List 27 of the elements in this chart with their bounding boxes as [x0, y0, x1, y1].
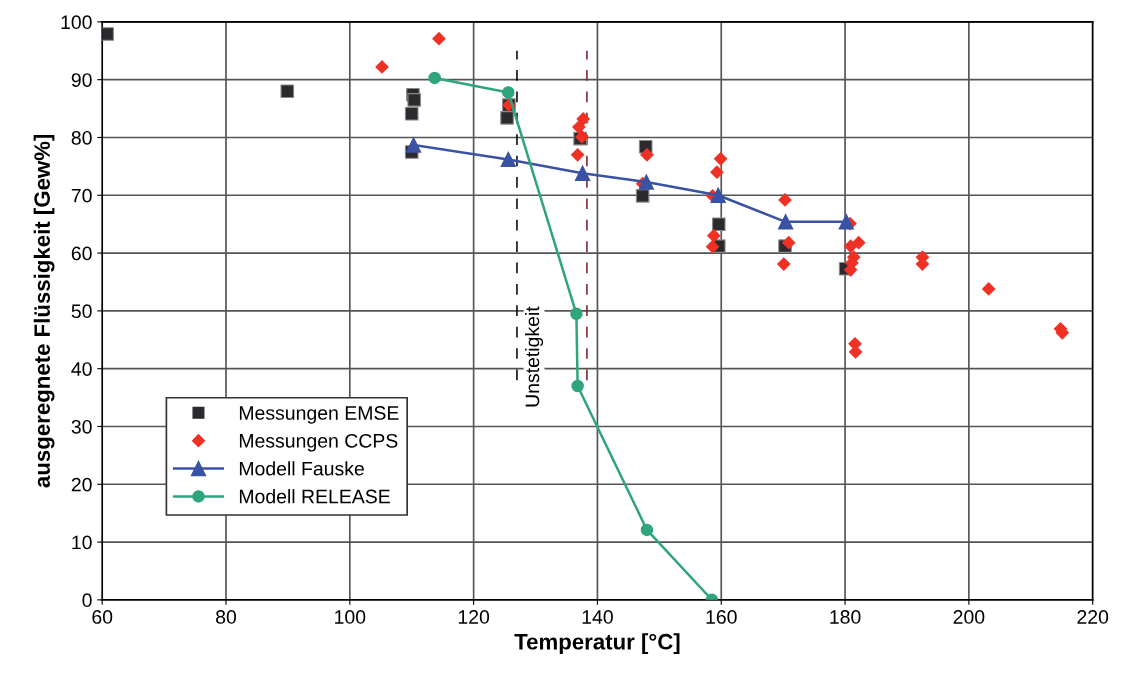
y-tick-label: 0 — [82, 593, 92, 608]
y-tick-label: 60 — [71, 246, 92, 261]
y-tick-label: 90 — [71, 73, 92, 87]
y-tick-label: 40 — [71, 362, 92, 376]
y-tick-label: 80 — [71, 130, 92, 145]
x-tick-label: 60 — [92, 610, 113, 624]
y-tick-label: 100 — [61, 15, 92, 30]
y-tick-label: 30 — [71, 419, 92, 434]
y-tick-label: 10 — [72, 535, 92, 550]
x-tick-label: 100 — [335, 610, 366, 624]
x-tick-label: 200 — [953, 610, 985, 624]
x-tick-label: 180 — [830, 610, 861, 624]
x-tick-label: 120 — [458, 610, 490, 624]
x-tick-label: 160 — [706, 610, 737, 624]
legend-label: Messungen CCPS — [239, 433, 398, 452]
x-tick-label: 220 — [1077, 610, 1109, 624]
x-tick-label: 80 — [216, 610, 237, 624]
legend-label: Modell RELEASE — [239, 489, 390, 504]
y-tick-label: 20 — [71, 477, 92, 492]
y-tick-label: 50 — [71, 304, 92, 319]
x-axis-title: Temperatur [°C] — [514, 633, 680, 654]
legend-label: Modell Fauske — [239, 461, 364, 476]
legend-label: Messungen EMSE — [239, 406, 399, 424]
y-axis-title: ausgeregnete Flüssigkeit [Gew%] — [33, 134, 55, 488]
y-tick-label: 70 — [71, 188, 92, 203]
x-tick-label: 140 — [582, 610, 613, 624]
ref-line-label: Unstetigkeit — [525, 306, 544, 407]
